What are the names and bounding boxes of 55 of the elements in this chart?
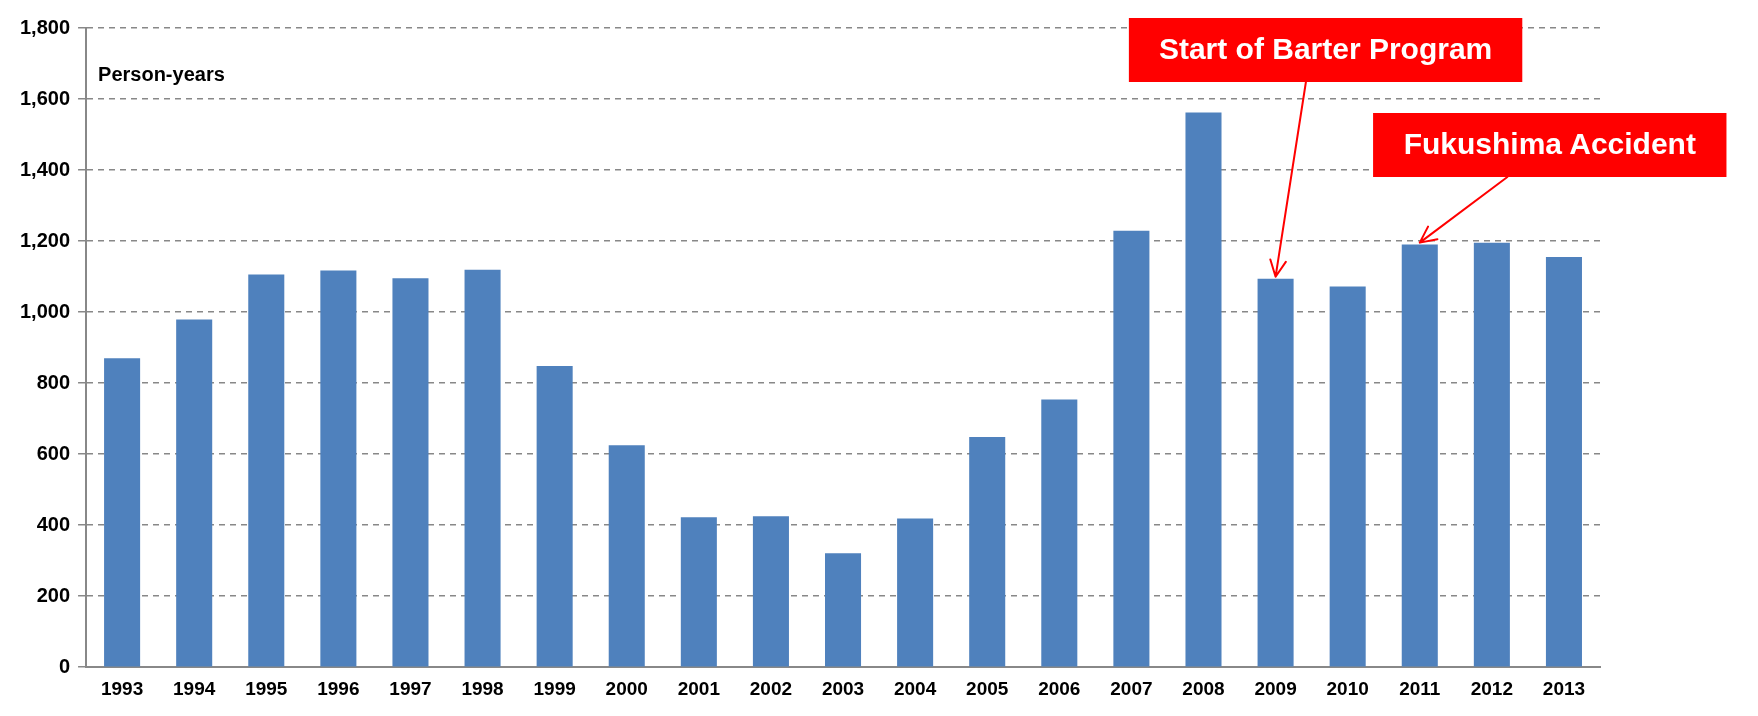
- x-tick-label: 2009: [1254, 677, 1297, 699]
- x-tick-label: 2007: [1110, 677, 1153, 699]
- bar: [1473, 242, 1510, 667]
- y-tick-label: 1,000: [19, 299, 71, 322]
- x-tick-label: 1998: [461, 677, 504, 699]
- y-tick-label: 1,800: [19, 15, 71, 38]
- bar: [680, 517, 717, 667]
- x-tick-label: 2001: [677, 677, 721, 699]
- x-tick-label: 2003: [821, 677, 865, 699]
- x-tick-label: 1997: [389, 677, 432, 699]
- bar: [464, 269, 501, 667]
- bar: [536, 366, 573, 667]
- y-tick-label: 600: [36, 441, 71, 464]
- bar: [1113, 230, 1150, 667]
- bar: [1185, 112, 1222, 667]
- y-tick-label: 1,400: [19, 157, 71, 180]
- y-tick-label: 800: [36, 370, 71, 393]
- x-tick-label: 2011: [1399, 677, 1441, 699]
- bar: [104, 358, 141, 667]
- bar: [897, 518, 934, 667]
- bar: [1329, 286, 1366, 667]
- x-tick-label: 2010: [1326, 677, 1369, 699]
- x-tick-label: 2002: [749, 677, 793, 699]
- bar: [969, 437, 1006, 667]
- y-tick-label: 1,600: [19, 86, 71, 109]
- x-tick-label: 2013: [1542, 677, 1586, 699]
- x-tick-label: 1994: [173, 677, 216, 699]
- x-tick-label: 2006: [1038, 677, 1081, 699]
- bar: [248, 274, 285, 667]
- annotation: Start of Barter Program: [1158, 32, 1493, 66]
- x-tick-label: 2008: [1182, 677, 1225, 699]
- bar: [1545, 257, 1582, 667]
- x-tick-label: 1996: [317, 677, 360, 699]
- bar: [176, 319, 213, 667]
- bar: [1257, 278, 1294, 667]
- annotation: Fukushima Accident: [1403, 127, 1696, 161]
- bar: [608, 445, 645, 667]
- y-tick-label: 0: [58, 654, 71, 677]
- y-axis-title: Person-years: [98, 62, 225, 85]
- y-tick-label: 1,200: [19, 228, 71, 251]
- y-tick-label: 400: [36, 512, 71, 535]
- bar: [825, 553, 862, 667]
- x-tick-label: 1995: [245, 677, 288, 699]
- bar: [392, 278, 429, 667]
- bar: [1401, 244, 1438, 667]
- x-tick-label: 2005: [966, 677, 1009, 699]
- x-tick-label: 1993: [100, 677, 144, 699]
- x-tick-label: 2012: [1470, 677, 1513, 699]
- bar: [320, 270, 357, 667]
- x-tick-label: 2000: [605, 677, 648, 699]
- bar: [1041, 399, 1078, 667]
- bar: [752, 516, 789, 667]
- x-tick-label: 1999: [533, 677, 576, 699]
- x-tick-label: 2004: [893, 677, 937, 699]
- y-tick-label: 200: [36, 583, 71, 606]
